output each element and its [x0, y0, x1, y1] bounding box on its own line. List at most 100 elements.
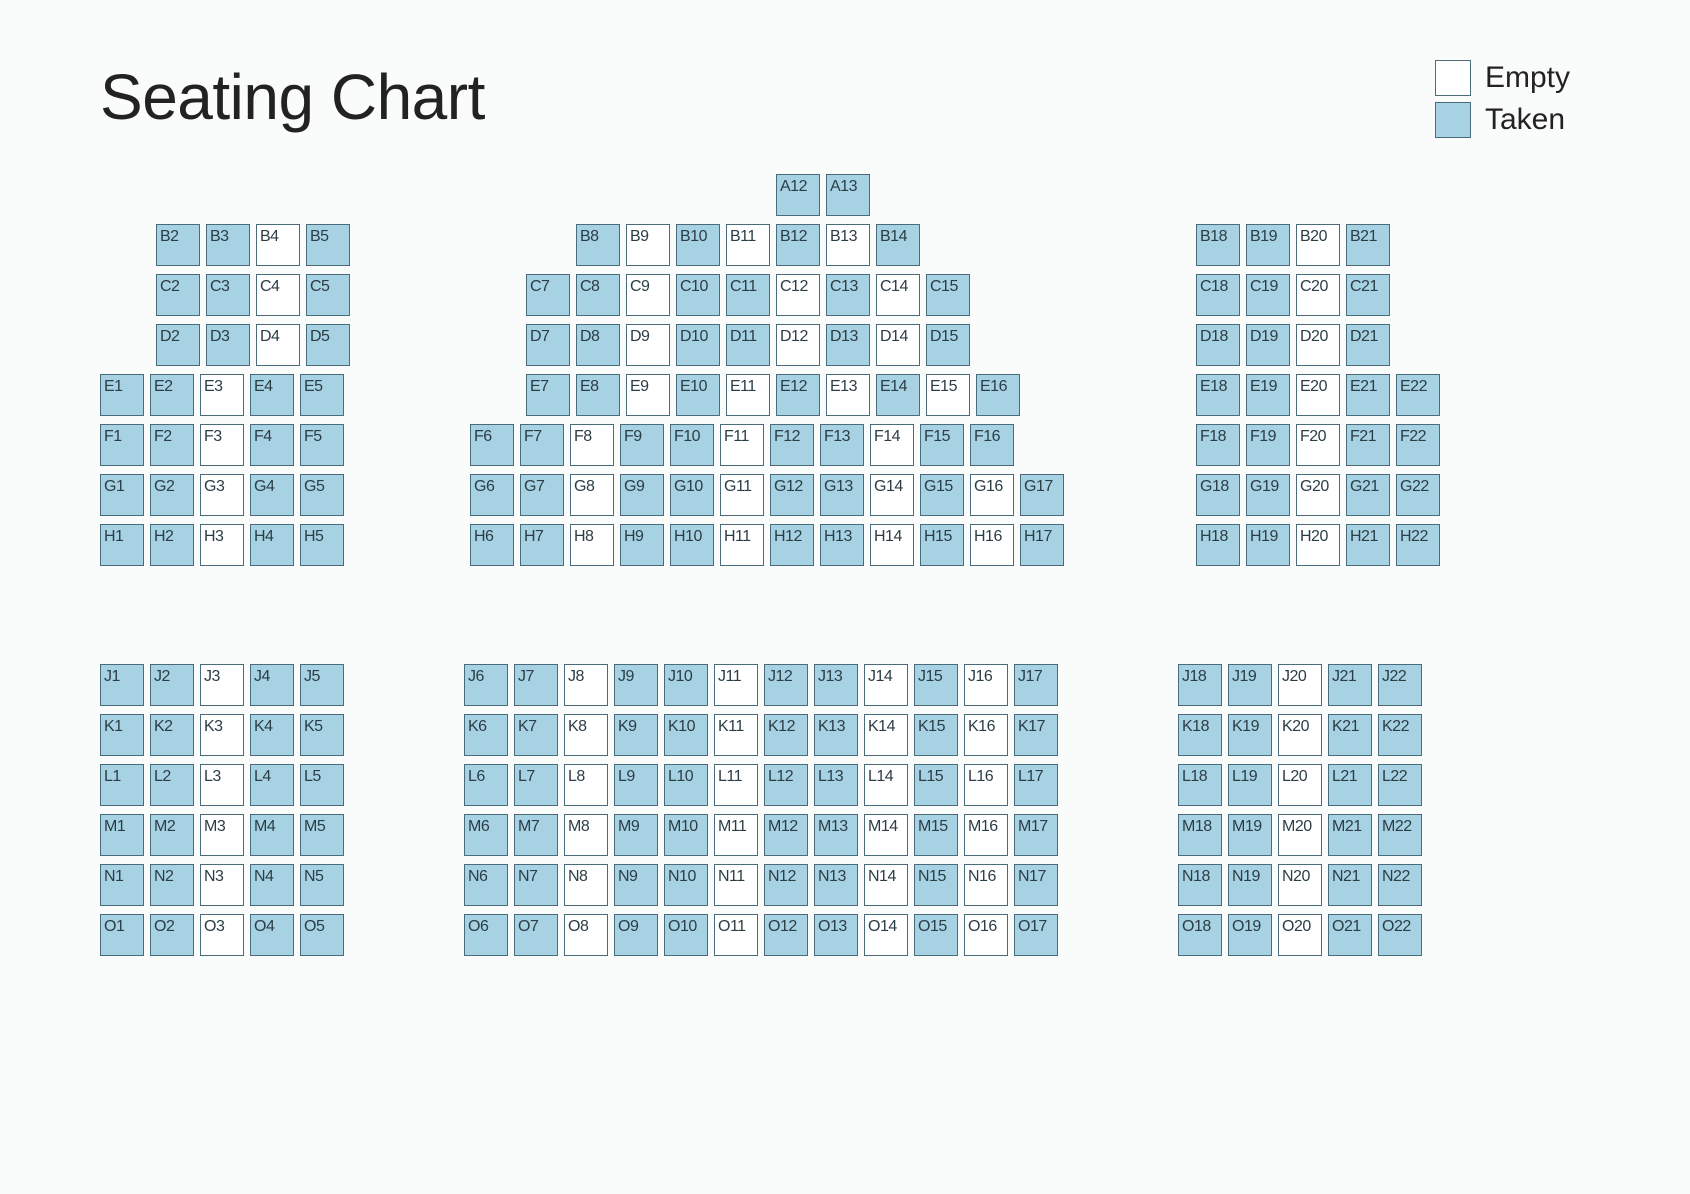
seat-J19[interactable]: J19	[1228, 664, 1272, 706]
seat-K12[interactable]: K12	[764, 714, 808, 756]
seat-O17[interactable]: O17	[1014, 914, 1058, 956]
seat-O11[interactable]: O11	[714, 914, 758, 956]
seat-O15[interactable]: O15	[914, 914, 958, 956]
seat-G21[interactable]: G21	[1346, 474, 1390, 516]
seat-M5[interactable]: M5	[300, 814, 344, 856]
seat-K22[interactable]: K22	[1378, 714, 1422, 756]
seat-M9[interactable]: M9	[614, 814, 658, 856]
seat-J6[interactable]: J6	[464, 664, 508, 706]
seat-F1[interactable]: F1	[100, 424, 144, 466]
seat-O7[interactable]: O7	[514, 914, 558, 956]
seat-N12[interactable]: N12	[764, 864, 808, 906]
seat-F16[interactable]: F16	[970, 424, 1014, 466]
seat-M17[interactable]: M17	[1014, 814, 1058, 856]
seat-O18[interactable]: O18	[1178, 914, 1222, 956]
seat-L6[interactable]: L6	[464, 764, 508, 806]
seat-C2[interactable]: C2	[156, 274, 200, 316]
seat-H22[interactable]: H22	[1396, 524, 1440, 566]
seat-O9[interactable]: O9	[614, 914, 658, 956]
seat-J1[interactable]: J1	[100, 664, 144, 706]
seat-K16[interactable]: K16	[964, 714, 1008, 756]
seat-O3[interactable]: O3	[200, 914, 244, 956]
seat-F5[interactable]: F5	[300, 424, 344, 466]
seat-L4[interactable]: L4	[250, 764, 294, 806]
seat-N21[interactable]: N21	[1328, 864, 1372, 906]
seat-G9[interactable]: G9	[620, 474, 664, 516]
seat-O5[interactable]: O5	[300, 914, 344, 956]
seat-H9[interactable]: H9	[620, 524, 664, 566]
seat-A13[interactable]: A13	[826, 174, 870, 216]
seat-B5[interactable]: B5	[306, 224, 350, 266]
seat-F20[interactable]: F20	[1296, 424, 1340, 466]
seat-J16[interactable]: J16	[964, 664, 1008, 706]
seat-E18[interactable]: E18	[1196, 374, 1240, 416]
seat-G11[interactable]: G11	[720, 474, 764, 516]
seat-C15[interactable]: C15	[926, 274, 970, 316]
seat-N1[interactable]: N1	[100, 864, 144, 906]
seat-G7[interactable]: G7	[520, 474, 564, 516]
seat-M12[interactable]: M12	[764, 814, 808, 856]
seat-O19[interactable]: O19	[1228, 914, 1272, 956]
seat-M22[interactable]: M22	[1378, 814, 1422, 856]
seat-H19[interactable]: H19	[1246, 524, 1290, 566]
seat-L10[interactable]: L10	[664, 764, 708, 806]
seat-C10[interactable]: C10	[676, 274, 720, 316]
seat-C11[interactable]: C11	[726, 274, 770, 316]
seat-M21[interactable]: M21	[1328, 814, 1372, 856]
seat-E8[interactable]: E8	[576, 374, 620, 416]
seat-G15[interactable]: G15	[920, 474, 964, 516]
seat-L5[interactable]: L5	[300, 764, 344, 806]
seat-N10[interactable]: N10	[664, 864, 708, 906]
seat-J4[interactable]: J4	[250, 664, 294, 706]
seat-M18[interactable]: M18	[1178, 814, 1222, 856]
seat-J8[interactable]: J8	[564, 664, 608, 706]
seat-K9[interactable]: K9	[614, 714, 658, 756]
seat-K15[interactable]: K15	[914, 714, 958, 756]
seat-D18[interactable]: D18	[1196, 324, 1240, 366]
seat-N4[interactable]: N4	[250, 864, 294, 906]
seat-K1[interactable]: K1	[100, 714, 144, 756]
seat-J17[interactable]: J17	[1014, 664, 1058, 706]
seat-H3[interactable]: H3	[200, 524, 244, 566]
seat-H1[interactable]: H1	[100, 524, 144, 566]
seat-H12[interactable]: H12	[770, 524, 814, 566]
seat-F15[interactable]: F15	[920, 424, 964, 466]
seat-D9[interactable]: D9	[626, 324, 670, 366]
seat-C20[interactable]: C20	[1296, 274, 1340, 316]
seat-H14[interactable]: H14	[870, 524, 914, 566]
seat-K10[interactable]: K10	[664, 714, 708, 756]
seat-D4[interactable]: D4	[256, 324, 300, 366]
seat-D12[interactable]: D12	[776, 324, 820, 366]
seat-A12[interactable]: A12	[776, 174, 820, 216]
seat-O22[interactable]: O22	[1378, 914, 1422, 956]
seat-L16[interactable]: L16	[964, 764, 1008, 806]
seat-F9[interactable]: F9	[620, 424, 664, 466]
seat-E2[interactable]: E2	[150, 374, 194, 416]
seat-B19[interactable]: B19	[1246, 224, 1290, 266]
seat-K5[interactable]: K5	[300, 714, 344, 756]
seat-B9[interactable]: B9	[626, 224, 670, 266]
seat-M20[interactable]: M20	[1278, 814, 1322, 856]
seat-O14[interactable]: O14	[864, 914, 908, 956]
seat-O1[interactable]: O1	[100, 914, 144, 956]
seat-D19[interactable]: D19	[1246, 324, 1290, 366]
seat-H7[interactable]: H7	[520, 524, 564, 566]
seat-J22[interactable]: J22	[1378, 664, 1422, 706]
seat-B11[interactable]: B11	[726, 224, 770, 266]
seat-D3[interactable]: D3	[206, 324, 250, 366]
seat-N19[interactable]: N19	[1228, 864, 1272, 906]
seat-J2[interactable]: J2	[150, 664, 194, 706]
seat-M15[interactable]: M15	[914, 814, 958, 856]
seat-B14[interactable]: B14	[876, 224, 920, 266]
seat-C3[interactable]: C3	[206, 274, 250, 316]
seat-L14[interactable]: L14	[864, 764, 908, 806]
seat-O20[interactable]: O20	[1278, 914, 1322, 956]
seat-J20[interactable]: J20	[1278, 664, 1322, 706]
seat-F14[interactable]: F14	[870, 424, 914, 466]
seat-L2[interactable]: L2	[150, 764, 194, 806]
seat-K13[interactable]: K13	[814, 714, 858, 756]
seat-N11[interactable]: N11	[714, 864, 758, 906]
seat-L20[interactable]: L20	[1278, 764, 1322, 806]
seat-F19[interactable]: F19	[1246, 424, 1290, 466]
seat-F2[interactable]: F2	[150, 424, 194, 466]
